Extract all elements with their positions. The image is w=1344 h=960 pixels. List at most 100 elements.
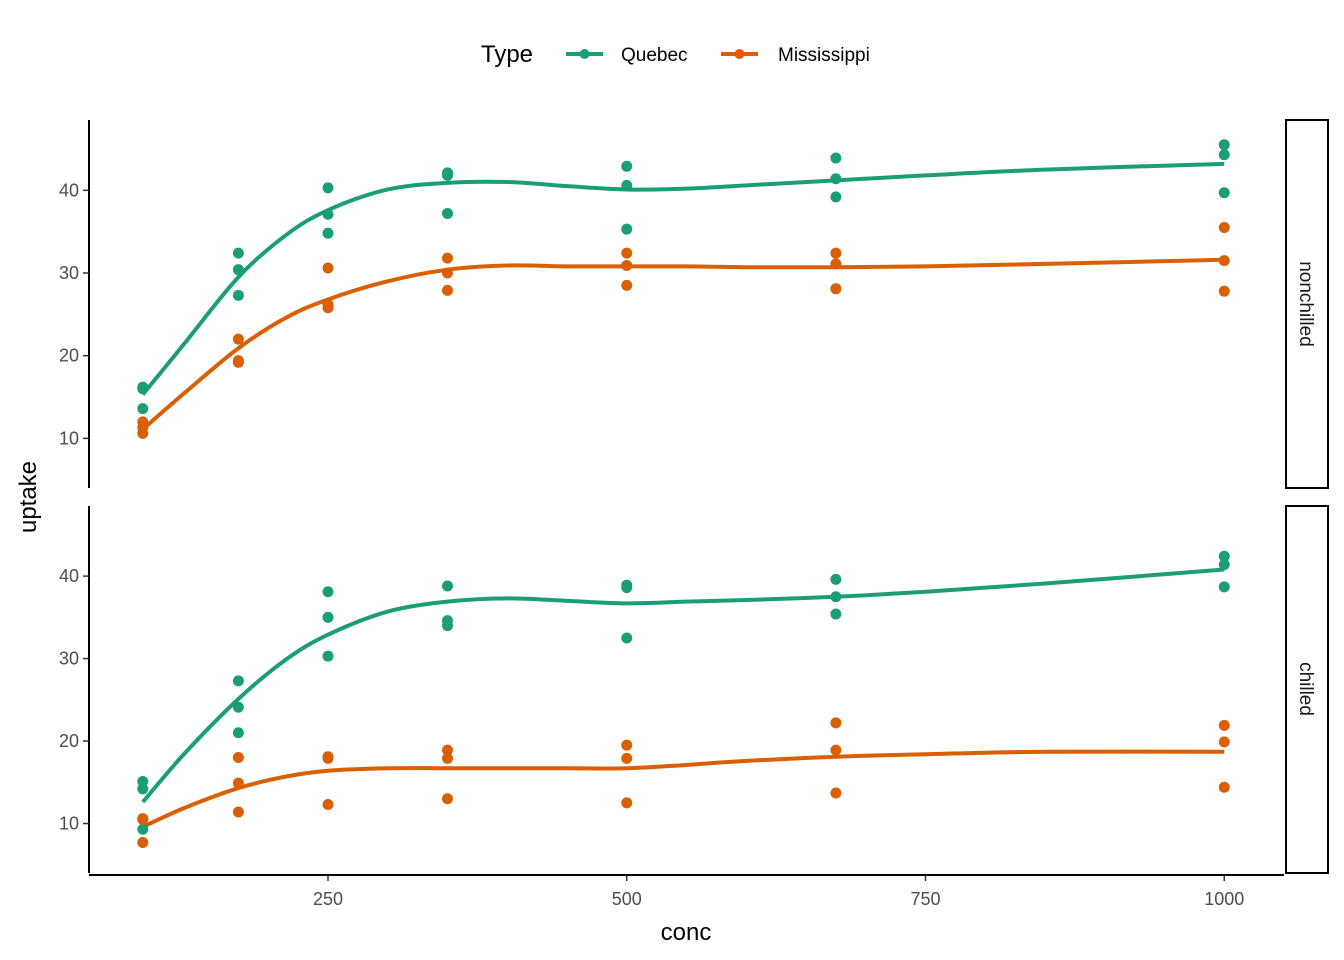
- point-nonchilled-mississippi-13: [621, 247, 633, 259]
- x-tick-label-750: 750: [910, 889, 940, 909]
- legend-label-mississippi: Mississippi: [778, 45, 870, 66]
- point-chilled-quebec-17: [830, 608, 842, 620]
- x-tick-label-500: 500: [612, 889, 642, 909]
- x-axis: 250 500 750 1000: [89, 874, 1284, 909]
- point-chilled-quebec-14: [621, 632, 633, 644]
- point-nonchilled-mississippi-12: [621, 260, 633, 272]
- y-tick-label-nonchilled-30: 30: [59, 263, 79, 283]
- point-nonchilled-quebec-1: [137, 403, 149, 415]
- strip-box-chilled: [1285, 505, 1329, 874]
- panel-chilled: 10 20 30 40: [59, 506, 1230, 873]
- point-nonchilled-quebec-16: [830, 173, 842, 185]
- point-chilled-mississippi-9: [442, 744, 453, 756]
- point-nonchilled-mississippi-10: [442, 252, 453, 264]
- legend-title: Type: [481, 41, 533, 68]
- strip-chilled: chilled: [1285, 505, 1329, 874]
- point-nonchilled-mississippi-8: [322, 302, 334, 314]
- point-nonchilled-mississippi-9: [442, 267, 453, 279]
- strip-box-nonchilled: [1285, 119, 1329, 489]
- strip-nonchilled: nonchilled: [1285, 119, 1329, 489]
- point-chilled-quebec-16: [830, 591, 842, 603]
- point-chilled-mississippi-5: [232, 752, 244, 764]
- point-chilled-quebec-19: [1218, 550, 1230, 562]
- point-chilled-mississippi-3: [232, 777, 244, 789]
- smooth-line-nonchilled-quebec: [141, 161, 1225, 396]
- point-chilled-mississippi-1: [137, 836, 149, 848]
- x-tick-label-1000: 1000: [1204, 889, 1244, 909]
- point-chilled-mississippi-10: [442, 793, 453, 805]
- point-chilled-mississippi-19: [1218, 781, 1230, 793]
- point-chilled-quebec-2: [137, 775, 149, 787]
- point-chilled-mississippi-2: [137, 813, 149, 825]
- point-chilled-quebec-1: [137, 823, 149, 835]
- point-nonchilled-quebec-3: [232, 264, 244, 276]
- point-chilled-mississippi-12: [621, 739, 633, 751]
- y-tick-label-nonchilled-40: 40: [59, 180, 79, 200]
- smooth-line-chilled-quebec: [141, 567, 1225, 804]
- point-nonchilled-quebec-5: [232, 247, 244, 259]
- point-nonchilled-quebec-19: [1218, 149, 1230, 161]
- point-chilled-mississippi-17: [830, 744, 842, 756]
- point-nonchilled-mississippi-2: [137, 422, 149, 434]
- y-tick-label-chilled-20: 20: [59, 731, 79, 751]
- legend: Type Quebec Mississippi: [481, 41, 870, 68]
- point-nonchilled-quebec-20: [1218, 139, 1230, 151]
- x-axis-title: conc: [661, 919, 712, 946]
- point-chilled-mississippi-15: [830, 717, 842, 729]
- strip-label-nonchilled: nonchilled: [1295, 261, 1316, 347]
- point-chilled-quebec-6: [322, 650, 334, 662]
- point-nonchilled-mississippi-18: [1218, 222, 1230, 234]
- point-nonchilled-quebec-7: [322, 208, 334, 220]
- point-chilled-mississippi-18: [1218, 719, 1230, 731]
- point-chilled-mississippi-16: [830, 787, 842, 799]
- point-chilled-quebec-8: [322, 586, 334, 598]
- legend-label-quebec: Quebec: [621, 45, 688, 66]
- point-chilled-quebec-20: [1218, 581, 1230, 593]
- point-chilled-mississippi-14: [621, 752, 633, 764]
- point-nonchilled-mississippi-5: [232, 355, 244, 367]
- point-nonchilled-quebec-13: [621, 179, 633, 191]
- point-nonchilled-quebec-14: [621, 160, 633, 172]
- point-chilled-mississippi-13: [621, 797, 633, 809]
- point-chilled-quebec-7: [322, 611, 334, 623]
- y-axis-title: uptake: [15, 461, 42, 533]
- panel-nonchilled: 10 20 30 40: [59, 120, 1230, 488]
- point-nonchilled-quebec-9: [442, 207, 453, 219]
- smooth-line-chilled-mississippi: [141, 749, 1225, 829]
- point-nonchilled-quebec-11: [442, 167, 453, 179]
- point-nonchilled-quebec-17: [830, 152, 842, 164]
- point-nonchilled-quebec-4: [232, 289, 244, 301]
- point-nonchilled-mississippi-19: [1218, 255, 1230, 267]
- legend-key-point-mississippi: [734, 49, 745, 59]
- y-tick-label-nonchilled-20: 20: [59, 346, 79, 366]
- point-nonchilled-quebec-6: [322, 227, 334, 239]
- point-nonchilled-mississippi-4: [232, 333, 244, 345]
- y-tick-label-chilled-40: 40: [59, 566, 79, 586]
- point-chilled-mississippi-8: [322, 752, 334, 764]
- point-nonchilled-quebec-12: [621, 223, 633, 235]
- point-chilled-quebec-4: [232, 675, 244, 687]
- point-nonchilled-quebec-8: [322, 182, 334, 194]
- point-nonchilled-mississippi-16: [830, 258, 842, 270]
- smooth-line-nonchilled-mississippi: [141, 257, 1225, 431]
- point-nonchilled-quebec-18: [1218, 187, 1230, 199]
- point-chilled-quebec-10: [442, 580, 453, 592]
- point-chilled-quebec-5: [232, 727, 244, 739]
- point-nonchilled-mississippi-11: [442, 284, 453, 296]
- x-tick-label-250: 250: [313, 889, 343, 909]
- point-nonchilled-mississippi-15: [830, 247, 842, 259]
- point-chilled-mississippi-4: [232, 806, 244, 818]
- y-tick-label-chilled-10: 10: [59, 814, 79, 834]
- legend-key-point-quebec: [579, 49, 590, 59]
- point-chilled-quebec-15: [830, 573, 842, 585]
- point-chilled-quebec-3: [232, 701, 244, 713]
- y-tick-label-nonchilled-10: 10: [59, 428, 79, 448]
- point-chilled-quebec-11: [442, 620, 453, 632]
- point-nonchilled-mississippi-20: [1218, 285, 1230, 297]
- point-nonchilled-mississippi-14: [621, 279, 633, 291]
- panels: 10 20 30 40 10 20 30 40: [59, 120, 1230, 873]
- strip-label-chilled: chilled: [1295, 662, 1316, 716]
- point-nonchilled-quebec-2: [137, 381, 149, 393]
- point-chilled-mississippi-7: [322, 799, 334, 811]
